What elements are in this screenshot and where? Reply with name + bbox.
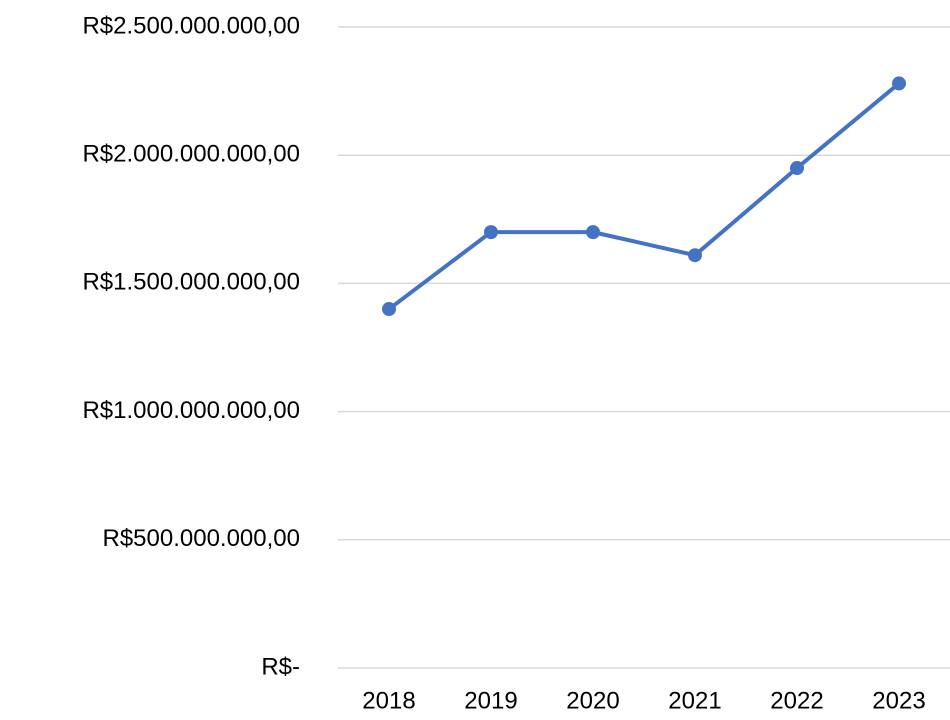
marker (382, 302, 396, 317)
x-tick-label: 2020 (566, 687, 619, 714)
y-tick-label: R$2.000.000.000,00 (82, 141, 300, 168)
x-tick-label: 2018 (362, 687, 415, 714)
x-tick-label: 2019 (464, 687, 517, 714)
y-tick-label: R$2.500.000.000,00 (82, 12, 300, 39)
marker (688, 248, 702, 263)
x-tick-label: 2022 (770, 687, 823, 714)
line (387, 81, 901, 311)
marker (586, 225, 600, 240)
y-tick-label: R$500.000.000,00 (102, 525, 300, 552)
x-tick-label: 2021 (668, 687, 721, 714)
marker (892, 76, 906, 91)
marker (484, 225, 498, 240)
y-tick-label: R$- (261, 653, 300, 680)
x-tick-label: 2023 (872, 687, 925, 714)
marker (790, 161, 804, 176)
y-tick-label: R$1.500.000.000,00 (82, 269, 300, 296)
y-tick-label: R$1.000.000.000,00 (82, 397, 300, 424)
